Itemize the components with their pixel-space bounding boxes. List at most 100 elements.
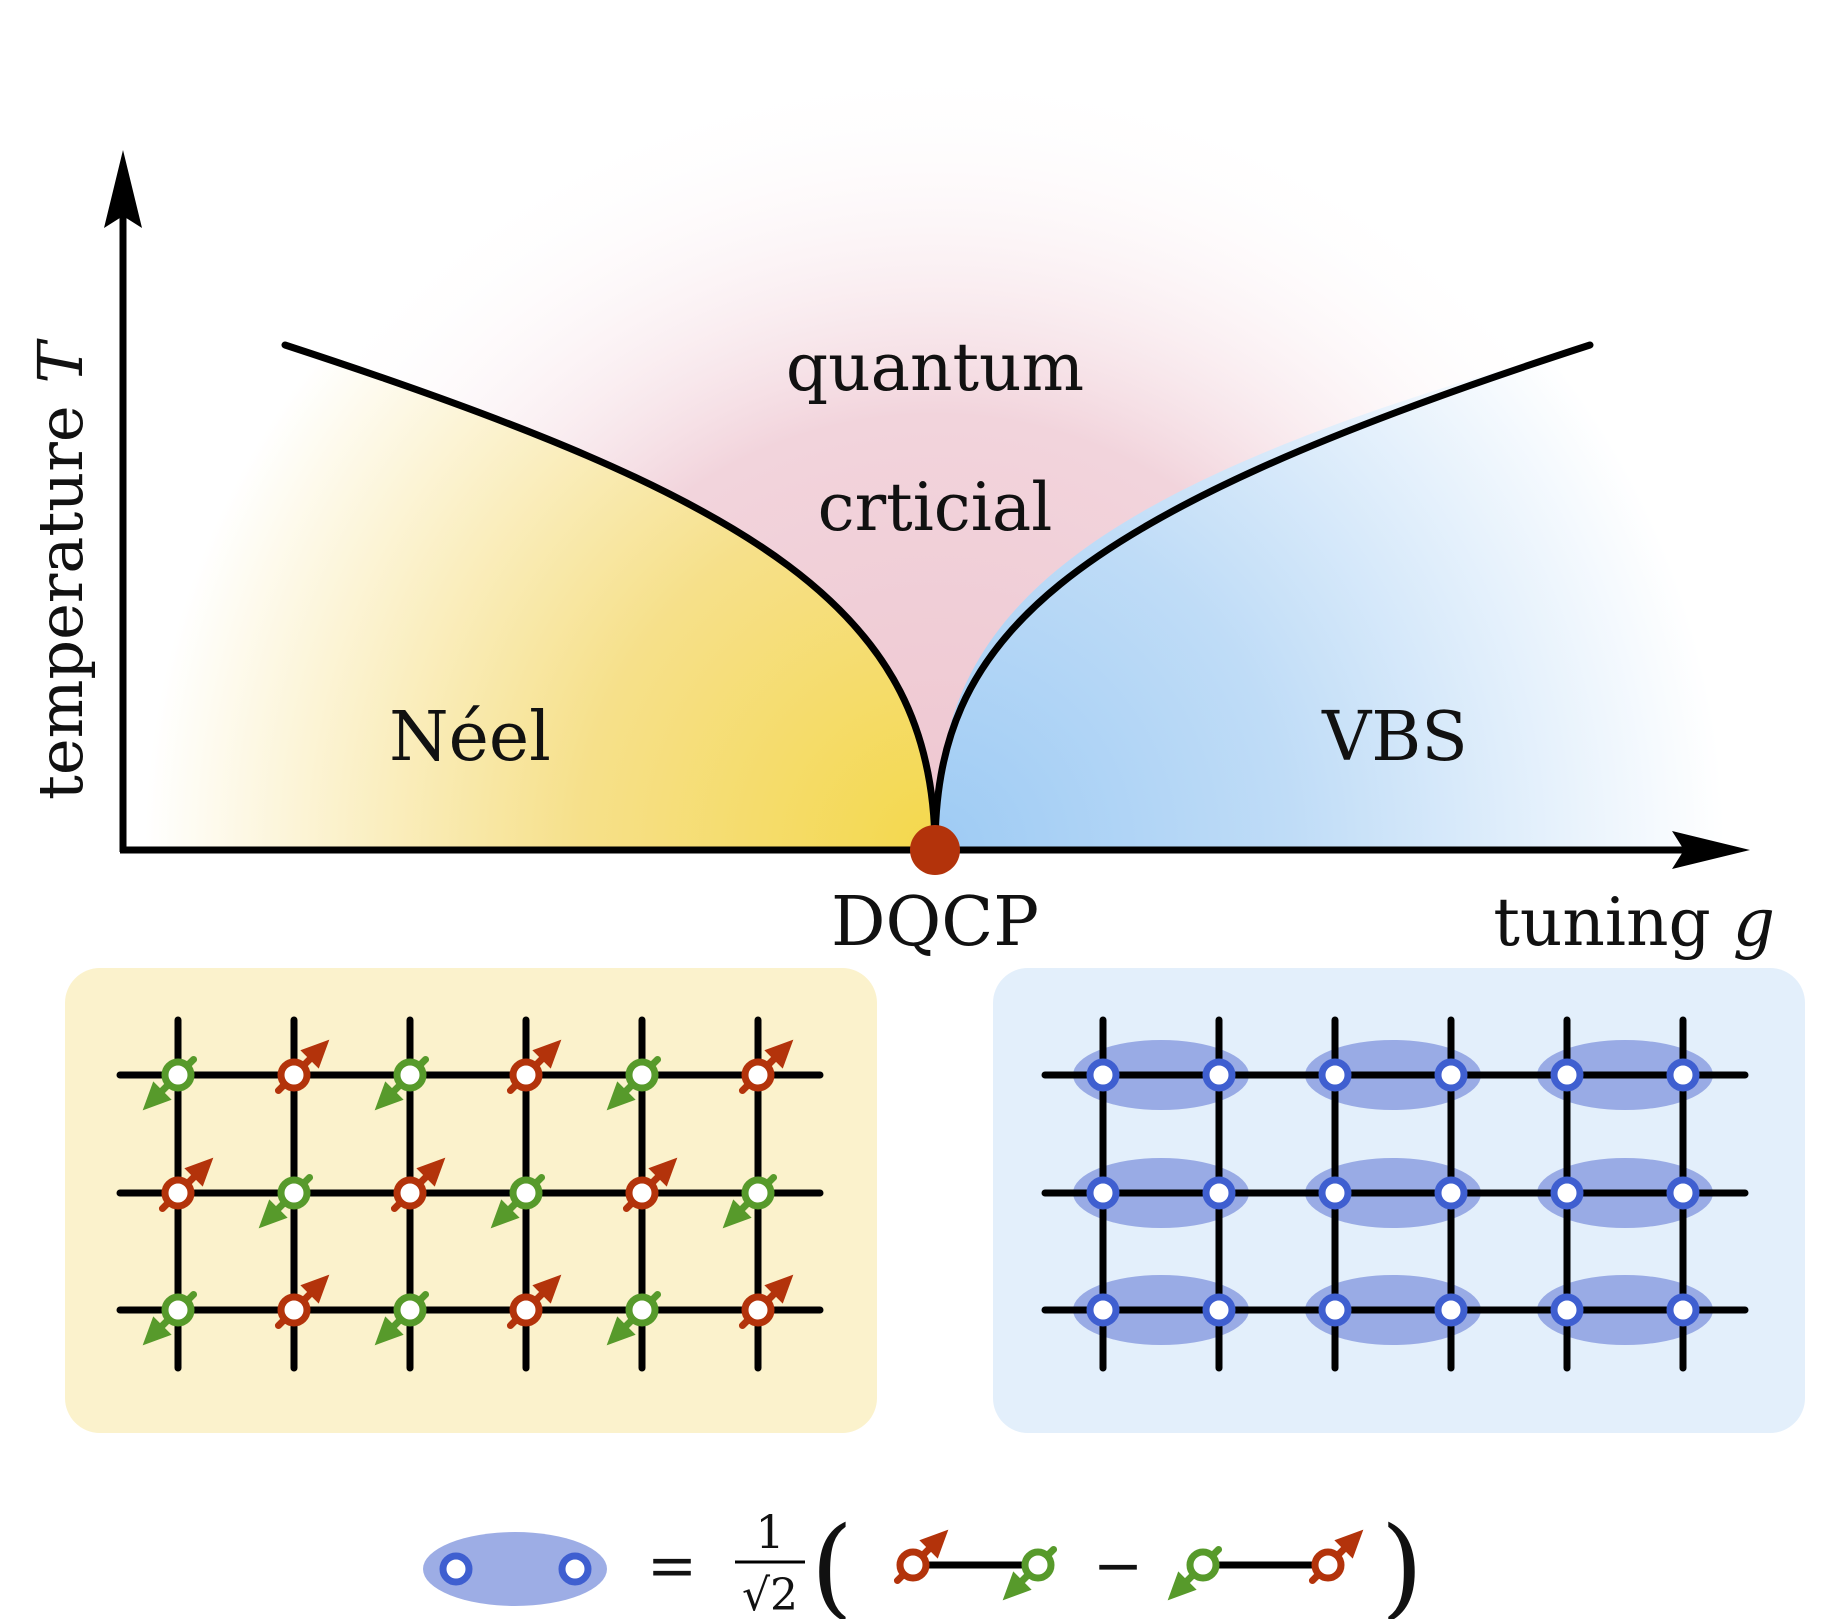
up-spin-icon — [158, 1157, 214, 1213]
spin-site — [1021, 1548, 1055, 1582]
down-spin-icon — [374, 1290, 430, 1346]
down-spin-icon — [258, 1173, 314, 1229]
neel-region — [123, 300, 935, 850]
vbs-phase-boundary — [931, 341, 1594, 854]
spin-site — [393, 1293, 427, 1327]
lattice-site — [1202, 1176, 1236, 1210]
spin-arrow-head — [722, 1199, 752, 1229]
spin-arrow-head — [532, 1039, 562, 1069]
up-spin-icon — [274, 1039, 330, 1095]
spin-arrow-head — [184, 1157, 214, 1187]
down-spin-icon — [142, 1290, 198, 1346]
up-spin-icon — [622, 1157, 678, 1213]
spin-arrow-head — [1334, 1529, 1364, 1559]
neel-panel-background — [65, 968, 877, 1433]
y-axis-arrowhead — [104, 150, 142, 228]
spin-arrow-head — [374, 1316, 404, 1346]
down-spin-icon — [606, 1055, 662, 1111]
spin-arrow-head — [606, 1316, 636, 1346]
equation-close-paren: ) — [1381, 1503, 1424, 1619]
dqcp-point — [910, 825, 960, 875]
singlet-dimer-icon — [423, 1532, 607, 1606]
y-axis-label-symbol: T — [24, 337, 97, 383]
lattice-site — [1550, 1058, 1584, 1092]
dqcp-label: DQCP — [831, 883, 1039, 962]
lattice-site — [1086, 1176, 1120, 1210]
spin-site — [277, 1058, 311, 1092]
spin-arrow-head — [490, 1199, 520, 1229]
spin-arrow-head — [606, 1081, 636, 1111]
lattice-site — [1202, 1293, 1236, 1327]
spin-site — [625, 1058, 659, 1092]
lattice-site — [1550, 1293, 1584, 1327]
spin-arrow-head — [142, 1316, 172, 1346]
lattice-site — [439, 1552, 473, 1586]
lattice-site — [1434, 1058, 1468, 1092]
spin-site — [277, 1293, 311, 1327]
lattice-site — [1318, 1293, 1352, 1327]
phase-boundaries — [281, 341, 1594, 854]
lattice-site — [1318, 1176, 1352, 1210]
spin-arrow-head — [416, 1157, 446, 1187]
down-spin-icon — [490, 1173, 546, 1229]
spin-site — [741, 1293, 775, 1327]
down-spin-icon — [606, 1290, 662, 1346]
up-spin-icon — [506, 1274, 562, 1330]
vbs-lattice-sites — [1086, 1058, 1700, 1327]
spin-arrow-head — [300, 1274, 330, 1304]
up-spin-icon — [390, 1157, 446, 1213]
vbs-lattice-panel — [993, 968, 1805, 1433]
spin-site — [393, 1176, 427, 1210]
lattice-site — [1550, 1176, 1584, 1210]
lattice-site — [1086, 1293, 1120, 1327]
spin-site — [161, 1176, 195, 1210]
spin-site — [161, 1058, 195, 1092]
spin-arrow-head — [374, 1081, 404, 1111]
lattice-site — [1318, 1058, 1352, 1092]
spin-arrow-head — [300, 1039, 330, 1069]
up-spin-icon — [738, 1039, 794, 1095]
down-spin-icon — [722, 1173, 778, 1229]
spin-site — [1311, 1548, 1345, 1582]
spin-arrow-head — [1002, 1571, 1032, 1601]
singlet-definition-equation: = 1 √2 ( − ) — [423, 1503, 1423, 1619]
lattice-site — [1202, 1058, 1236, 1092]
lattice-site — [1434, 1176, 1468, 1210]
y-axis-label: temperature T — [24, 337, 97, 800]
quantum-critical-label-line1: quantum — [786, 329, 1084, 406]
spin-arrow-head — [919, 1529, 949, 1559]
spin-site — [393, 1058, 427, 1092]
neel-phase-label: Néel — [389, 698, 551, 777]
vbs-region — [935, 300, 1753, 850]
down-spin-icon — [1002, 1545, 1058, 1601]
spin-arrow-head — [764, 1039, 794, 1069]
spin-arrow-head — [648, 1157, 678, 1187]
spin-site — [896, 1548, 930, 1582]
spin-arrow-head — [764, 1274, 794, 1304]
equation-denominator: √2 — [742, 1570, 798, 1619]
spin-arrow-head — [532, 1274, 562, 1304]
equation-numerator: 1 — [755, 1505, 784, 1559]
down-spin-icon — [1167, 1545, 1223, 1601]
spin-arrow-head — [142, 1081, 172, 1111]
neel-spin-sites — [142, 1039, 794, 1346]
spin-site — [277, 1176, 311, 1210]
up-spin-icon — [738, 1274, 794, 1330]
spin-site — [625, 1293, 659, 1327]
x-axis-label: tuning g — [1493, 884, 1775, 961]
y-axis-label-text: temperature — [24, 405, 97, 800]
up-spin-icon — [274, 1274, 330, 1330]
lattice-site — [1086, 1058, 1120, 1092]
equation-minus: − — [1093, 1531, 1143, 1601]
spin-site — [509, 1058, 543, 1092]
up-spin-icon — [1308, 1529, 1364, 1585]
spin-site — [625, 1176, 659, 1210]
quantum-critical-label-line2: crticial — [818, 469, 1053, 546]
spin-arrow-head — [258, 1199, 288, 1229]
spin-site — [741, 1176, 775, 1210]
x-axis-arrowhead — [1672, 831, 1750, 869]
neel-lattice-panel — [65, 968, 877, 1433]
lattice-site — [558, 1552, 592, 1586]
lattice-site — [1666, 1058, 1700, 1092]
